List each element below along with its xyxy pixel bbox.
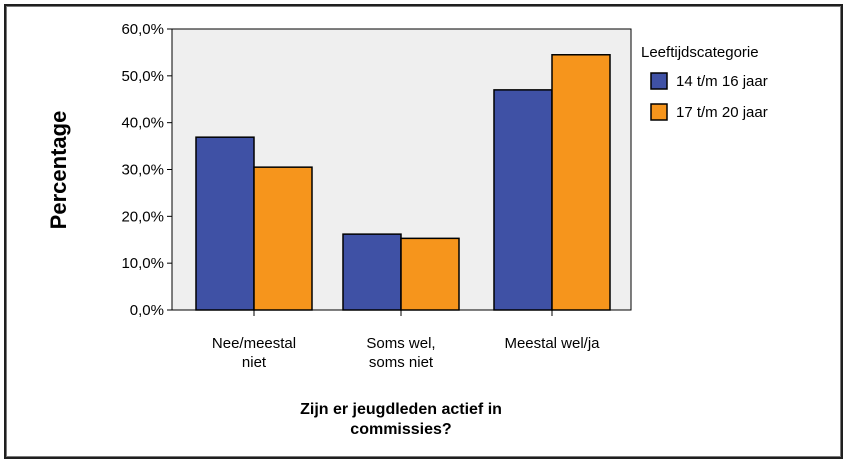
legend-label-1: 14 t/m 16 jaar xyxy=(676,73,768,90)
x-tick-label: niet xyxy=(242,354,267,371)
x-tick-label: soms niet xyxy=(369,354,434,371)
legend-swatch-2 xyxy=(650,103,668,121)
legend-label-2: 17 t/m 20 jaar xyxy=(676,104,768,121)
legend-swatch-1 xyxy=(650,72,668,90)
x-tick-label: Meestal wel/ja xyxy=(504,335,600,352)
y-tick-label: 0,0% xyxy=(130,302,164,319)
legend-title: Leeftijdscategorie xyxy=(641,44,759,61)
bar-series-2-cat-3 xyxy=(551,54,611,311)
y-axis-title: Percentage xyxy=(46,111,71,230)
x-tick-label: Soms wel, xyxy=(366,335,435,352)
x-axis-title: commissies? xyxy=(350,421,451,438)
bar-series-1-cat-1 xyxy=(195,136,255,311)
y-tick-label: 50,0% xyxy=(121,68,164,85)
y-tick-label: 30,0% xyxy=(121,162,164,179)
x-tick-label: Nee/meestal xyxy=(212,335,296,352)
y-tick-label: 10,0% xyxy=(121,255,164,272)
y-tick-label: 20,0% xyxy=(121,208,164,225)
bar-series-1-cat-3 xyxy=(493,89,553,311)
bar-series-1-cat-2 xyxy=(342,233,402,311)
y-tick-label: 40,0% xyxy=(121,115,164,132)
y-tick-label: 60,0% xyxy=(121,21,164,38)
x-axis-title: Zijn er jeugdleden actief in xyxy=(300,401,502,418)
bar-series-2-cat-1 xyxy=(253,166,313,311)
bar-series-2-cat-2 xyxy=(400,237,460,311)
